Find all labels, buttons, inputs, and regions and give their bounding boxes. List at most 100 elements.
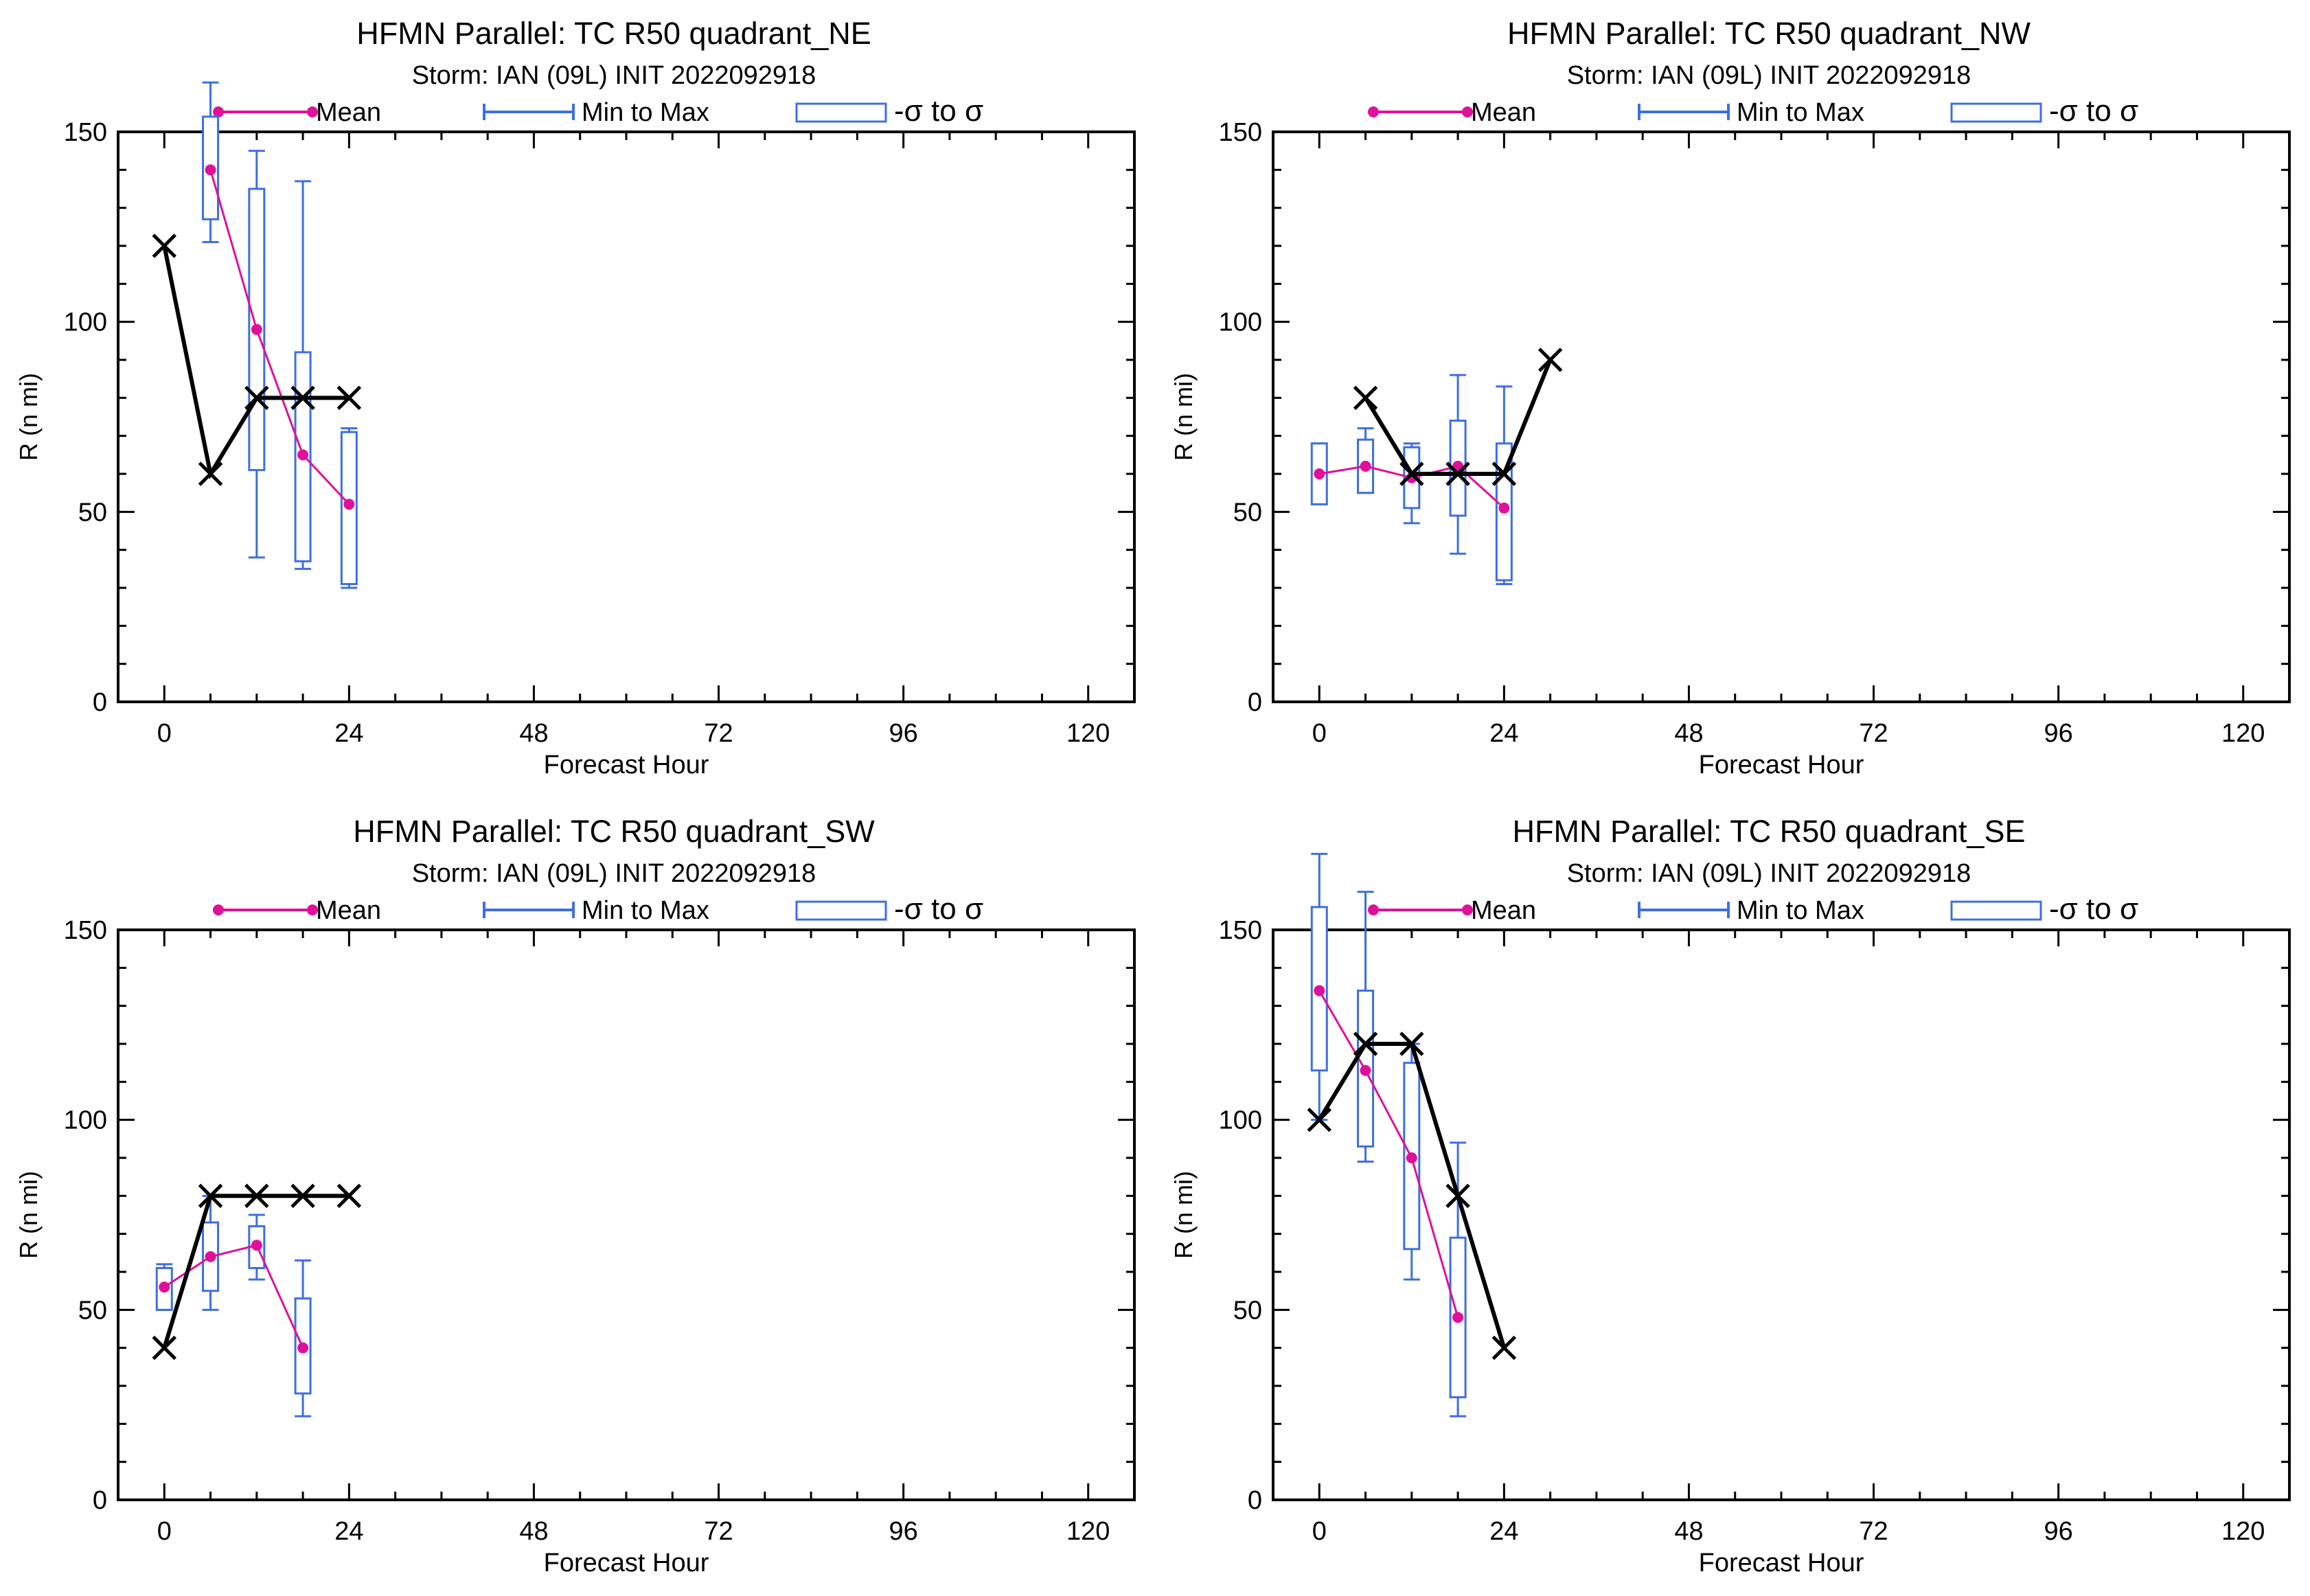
mean-point [1498,502,1510,514]
chart-title: HFMN Parallel: TC R50 quadrant_SW [353,814,875,849]
y-tick-label: 0 [1248,1486,1262,1515]
legend-mean-marker [1462,904,1473,915]
legend-minmax-label: Min to Max [1737,98,1864,127]
chart-title: HFMN Parallel: TC R50 quadrant_NW [1507,16,2031,51]
truth-x-stroke [290,385,315,411]
truth-x-marker [1399,1031,1424,1056]
x-tick-label: 96 [2044,719,2072,748]
legend-minmax-label: Min to Max [582,98,709,127]
truth-x-stroke [244,1183,269,1209]
truth-x-stroke [1399,461,1424,486]
chart-subtitle: Storm: IAN (09L) INIT 2022092918 [412,61,816,90]
chart-panel-nw: HFMN Parallel: TC R50 quadrant_NW Storm: … [1169,16,2291,779]
box-plot [294,1259,312,1417]
y-tick-label: 100 [1219,1106,1262,1135]
y-tick-label: 100 [64,1106,107,1135]
legend: Mean Min to Max -σ to σ [213,892,983,926]
truth-x-marker [1537,347,1563,372]
box-plot [202,81,220,243]
y-tick-label: 100 [1219,308,1262,337]
x-tick-label: 96 [889,1517,917,1546]
x-axis-label: Forecast Hour [544,1549,709,1577]
x-tick-label: 0 [1312,1517,1327,1546]
x-tick-label: 96 [2044,1517,2072,1546]
chart-subtitle: Storm: IAN (09L) INIT 2022092918 [412,859,816,888]
plot-frame [1272,928,2291,1501]
chart-title: HFMN Parallel: TC R50 quadrant_NE [356,16,871,51]
x-tick-label: 24 [334,719,363,748]
chart-title: HFMN Parallel: TC R50 quadrant_SE [1513,814,2026,849]
x-tick-label: 48 [519,1517,548,1546]
x-tick-label: 24 [334,1517,363,1546]
truth-x-stroke [152,233,177,258]
chart-subtitle: Storm: IAN (09L) INIT 2022092918 [1567,61,1971,90]
truth-x-marker [152,1335,177,1360]
y-axis-label: R (n mi) [1169,1171,1198,1259]
x-tick-label: 72 [1859,719,1888,748]
truth-x-marker [244,385,269,411]
legend-minmax-label: Min to Max [1737,896,1864,925]
truth-x-marker [152,233,177,258]
truth-x-marker [1491,461,1517,486]
legend-mean-marker [307,106,318,117]
x-tick-label: 48 [519,719,548,748]
mean-point [205,164,216,176]
y-tick-label: 150 [1219,916,1262,945]
chart-subtitle: Storm: IAN (09L) INIT 2022092918 [1567,859,1971,888]
legend: Mean Min to Max -σ to σ [1368,892,2138,926]
y-tick-label: 150 [1219,118,1262,147]
truth-x-marker [1491,1335,1517,1360]
mean-point [297,1342,309,1354]
truth-x-stroke [336,1183,362,1209]
x-axis-label: Forecast Hour [1699,1549,1864,1577]
truth-x-marker [1445,461,1470,486]
mean-point [1314,468,1325,479]
mean-point [251,323,262,335]
legend-mean-label: Mean [1471,98,1536,127]
truth-x-stroke [1307,1107,1332,1132]
x-tick-label: 72 [1859,1517,1888,1546]
legend-mean-marker [1368,106,1379,117]
truth-x-marker [244,1183,269,1209]
truth-x-marker [1353,385,1378,411]
legend-mean-marker [213,106,224,117]
legend-mean-marker [1368,904,1379,915]
legend-sigma-box [795,900,887,921]
mean-line [1318,990,1459,1318]
legend-sigma-box [1950,900,2042,921]
mean-point [251,1240,262,1251]
legend-minmax-label: Min to Max [582,896,709,925]
x-tick-label: 120 [2221,1517,2265,1546]
truth-x-marker [198,461,223,486]
x-tick-label: 72 [704,719,733,748]
box-plot [294,180,312,570]
y-axis-label: R (n mi) [14,1171,43,1259]
y-tick-label: 50 [78,498,107,527]
truth-x-marker [1445,1183,1470,1209]
x-tick-label: 0 [157,719,172,748]
mean-line [209,169,350,505]
chart-panel-sw: HFMN Parallel: TC R50 quadrant_SW Storm: … [14,814,1136,1577]
x-tick-label: 120 [2221,719,2265,748]
x-tick-label: 120 [1066,1517,1110,1546]
mean-point [1360,460,1371,472]
y-tick-label: 150 [64,916,107,945]
y-tick-label: 0 [93,1486,107,1515]
legend-mean-marker [213,904,224,915]
truth-x-stroke [244,385,269,411]
x-tick-label: 24 [1489,1517,1518,1546]
y-axis-label: R (n mi) [14,373,43,461]
legend-mean-marker [307,904,318,915]
truth-x-stroke [1491,1335,1517,1360]
truth-x-marker [290,385,315,411]
truth-x-marker [198,1183,223,1209]
legend-sigma-label: -σ to σ [2049,94,2138,128]
chart-panel-se: HFMN Parallel: TC R50 quadrant_SE Storm: … [1169,814,2291,1577]
truth-x-marker [1353,1031,1378,1056]
y-tick-label: 0 [1248,688,1262,717]
y-axis-label: R (n mi) [1169,373,1198,461]
box-plot [1495,385,1513,585]
x-tick-label: 0 [1312,719,1327,748]
legend: Mean Min to Max -σ to σ [1368,94,2138,128]
